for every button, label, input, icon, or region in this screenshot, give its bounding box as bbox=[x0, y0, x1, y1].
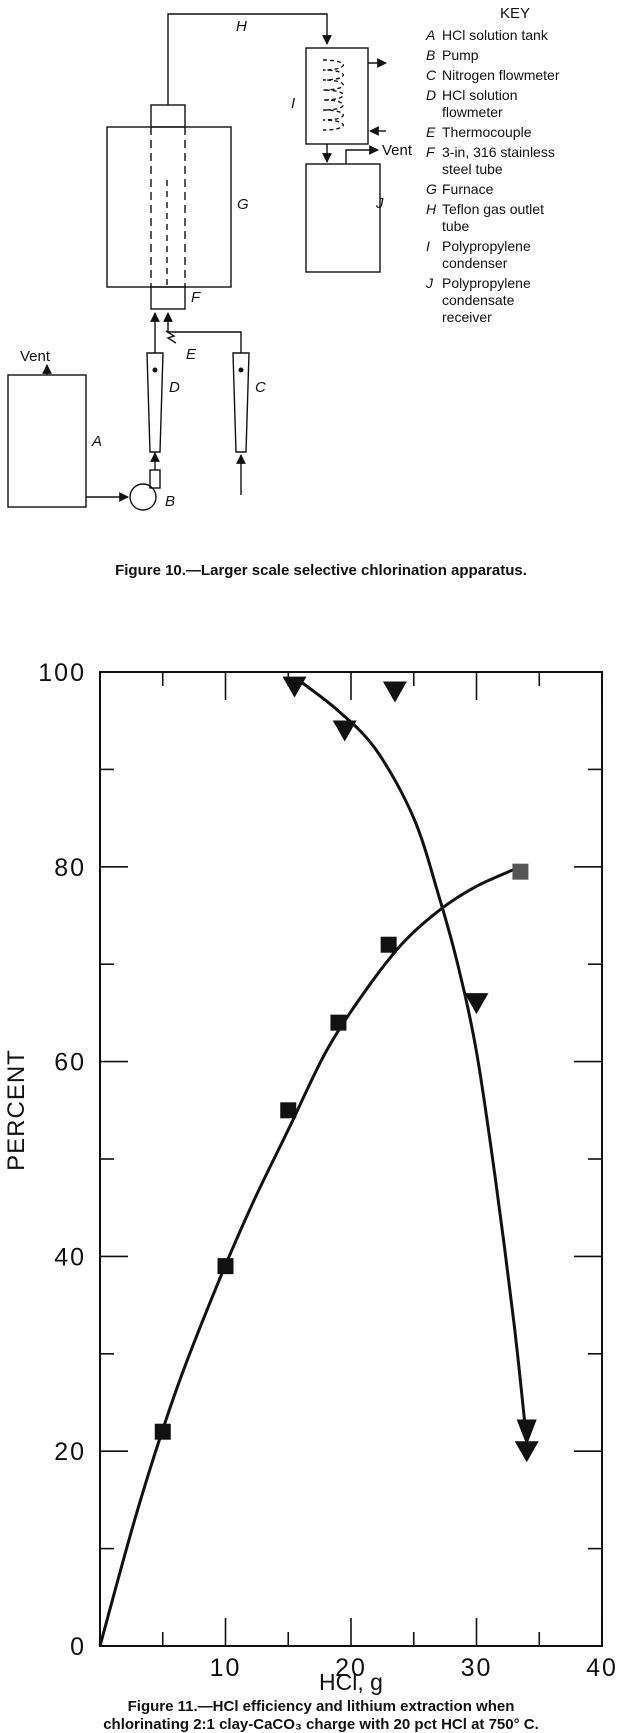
key-description: Polypropylene bbox=[442, 238, 531, 254]
key-description: steel tube bbox=[442, 161, 503, 177]
fit-curve bbox=[299, 680, 529, 1442]
chart: 0 20 40 60 80 100 10 20 30 40 PERCENT HCl, g bbox=[3, 659, 618, 1695]
label-d: D bbox=[169, 379, 180, 396]
pump bbox=[129, 483, 157, 511]
apparatus-diagram bbox=[7, 13, 387, 511]
data-point bbox=[464, 993, 489, 1015]
key-description: flowmeter bbox=[442, 104, 503, 120]
key-description: condenser bbox=[442, 255, 508, 271]
label-f: F bbox=[191, 289, 201, 306]
label-j: J bbox=[375, 195, 384, 212]
label-e: E bbox=[186, 346, 197, 363]
key-letter: E bbox=[426, 124, 436, 140]
polypropylene-condenser bbox=[305, 47, 369, 145]
curve-arrowhead bbox=[516, 1419, 537, 1446]
data-point bbox=[382, 681, 407, 703]
key-title: KEY bbox=[500, 5, 530, 22]
figure-11-caption-line-1: Figure 11.—HCl efficiency and lithium ex… bbox=[128, 1698, 515, 1715]
figure-10-caption: Figure 10.—Larger scale selective chlori… bbox=[115, 562, 527, 579]
key-description: Furnace bbox=[442, 181, 494, 197]
y-tick-label: 80 bbox=[54, 854, 86, 882]
thermocouple bbox=[165, 330, 177, 344]
key-description: HCl solution tank bbox=[442, 27, 549, 43]
x-tick-labels: 10 20 30 40 bbox=[210, 1654, 618, 1682]
x-axis-label: HCl, g bbox=[319, 1669, 383, 1695]
key-description: Pump bbox=[442, 47, 479, 63]
label-c: C bbox=[255, 379, 266, 396]
stainless-steel-tube-top bbox=[150, 104, 186, 128]
key-description: Thermocouple bbox=[442, 124, 532, 140]
x-tick-label: 30 bbox=[461, 1654, 493, 1682]
hcl-solution-flowmeter bbox=[146, 352, 164, 453]
vent-label-tank: Vent bbox=[20, 348, 51, 365]
y-tick-label: 100 bbox=[38, 659, 86, 687]
key-letter: H bbox=[426, 201, 437, 217]
data-point bbox=[154, 1423, 171, 1440]
fit-curve bbox=[98, 865, 522, 1647]
key-description: tube bbox=[442, 218, 469, 234]
key-description: HCl solution bbox=[442, 87, 517, 103]
label-a: A bbox=[91, 433, 102, 450]
key-letter: B bbox=[426, 47, 435, 63]
data-point bbox=[330, 1014, 347, 1031]
figure-11-caption-line-2: chlorinating 2:1 clay-CaCO₃ charge with … bbox=[103, 1716, 539, 1733]
furnace bbox=[106, 126, 232, 288]
nitrogen-to-tube-line bbox=[163, 312, 242, 353]
key-description: receiver bbox=[442, 309, 492, 325]
key-description: Nitrogen flowmeter bbox=[442, 67, 560, 83]
stainless-steel-tube-bottom bbox=[150, 286, 186, 310]
teflon-gas-outlet-tube bbox=[167, 13, 332, 105]
data-point bbox=[332, 720, 357, 742]
y-axis-label: PERCENT bbox=[3, 1049, 30, 1171]
nitrogen-flowmeter bbox=[232, 352, 250, 453]
x-tick-label: 10 bbox=[210, 1654, 242, 1682]
y-tick-label: 60 bbox=[54, 1049, 86, 1077]
flowmeter-d-float bbox=[152, 367, 158, 373]
hcl-solution-tank bbox=[7, 374, 87, 508]
key-description: Teflon gas outlet bbox=[442, 201, 544, 217]
plot-frame bbox=[99, 671, 603, 1647]
data-points bbox=[154, 676, 539, 1463]
key-letter: C bbox=[426, 67, 437, 83]
key-letter: F bbox=[426, 144, 436, 160]
x-tick-label: 20 bbox=[335, 1654, 367, 1682]
y-tick-label: 20 bbox=[54, 1438, 86, 1466]
axis-ticks bbox=[99, 671, 603, 1647]
key-description: condensate bbox=[442, 292, 515, 308]
key-letter: A bbox=[425, 27, 435, 43]
data-point bbox=[217, 1258, 234, 1275]
data-point bbox=[282, 676, 307, 698]
apparatus-key: KEY A HCl solution tank B Pump C Nitrogen flo… bbox=[425, 5, 560, 325]
data-point bbox=[514, 1441, 539, 1463]
y-tick-label: 40 bbox=[54, 1243, 86, 1271]
vent-line-receiver bbox=[345, 145, 379, 164]
label-b: B bbox=[165, 493, 175, 510]
fit-curves bbox=[98, 680, 537, 1647]
key-letter: G bbox=[426, 181, 437, 197]
polypropylene-condensate-receiver bbox=[305, 163, 381, 273]
label-h: H bbox=[236, 18, 247, 35]
key-description: Polypropylene bbox=[442, 275, 531, 291]
y-tick-label: 0 bbox=[70, 1633, 86, 1661]
label-g: G bbox=[237, 196, 249, 213]
data-point bbox=[280, 1102, 297, 1119]
component-labels: A B C D E F G H I J Vent Vent bbox=[20, 18, 413, 510]
key-letter: I bbox=[426, 238, 430, 254]
key-letter: J bbox=[425, 275, 434, 291]
condenser-coil bbox=[322, 59, 344, 131]
key-letter: D bbox=[426, 87, 436, 103]
data-point bbox=[380, 936, 397, 953]
pump-outlet bbox=[149, 469, 161, 489]
data-point bbox=[512, 863, 529, 880]
key-description: 3-in, 316 stainless bbox=[442, 144, 555, 160]
vent-label-receiver: Vent bbox=[382, 142, 413, 159]
x-tick-label: 40 bbox=[586, 1654, 618, 1682]
y-tick-labels: 0 20 40 60 80 100 bbox=[38, 659, 86, 1661]
label-i: I bbox=[291, 95, 295, 112]
flowmeter-c-float bbox=[238, 367, 244, 373]
